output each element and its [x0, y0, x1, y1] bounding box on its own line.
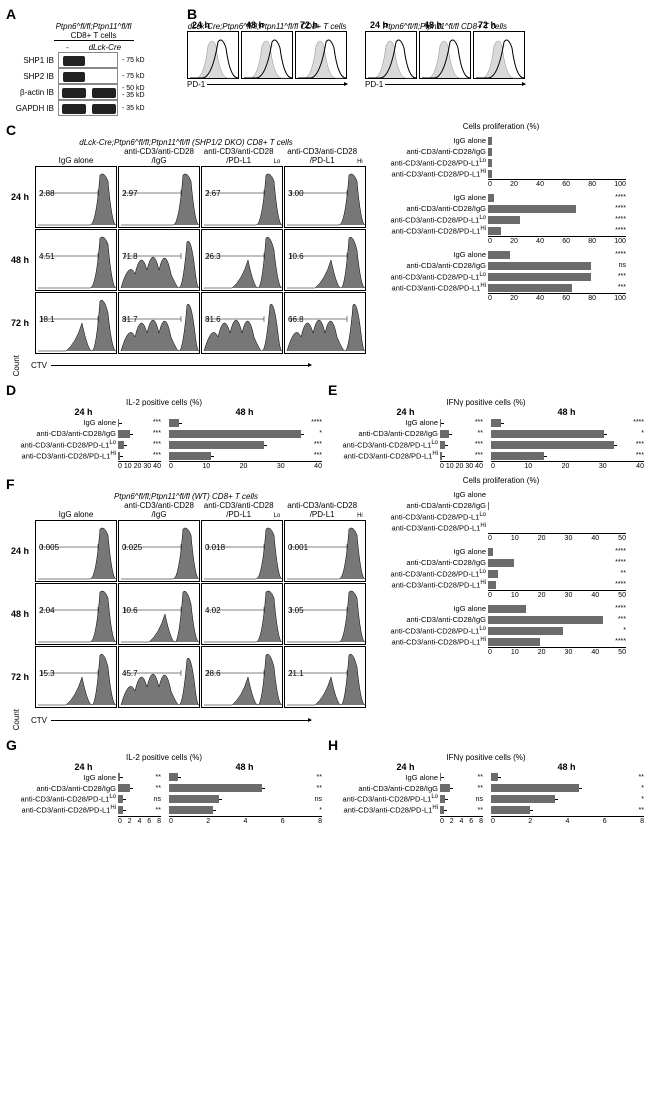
- flow-col-hdr: anti-CD3/anti-CD28/PD-L1Lo: [201, 147, 283, 165]
- bar-chart: IgG alone ****anti-CD3/anti-CD28/IgG nsa…: [376, 249, 626, 302]
- wb-rows: SHP1 IB- 75 kDSHP2 IB- 75 kDβ-actin IB- …: [6, 52, 181, 116]
- flow-cell: 66.8: [284, 292, 366, 354]
- flow-col-hdr: anti-CD3/anti-CD28/PD-L1Hi: [284, 147, 366, 165]
- histo-box: 48 h: [241, 31, 293, 79]
- panel-f: FPtpn6^fl/fl;Ptpn11^fl/fl (WT) CD8+ T ce…: [6, 476, 644, 730]
- flow-col-hdr: IgG alone: [35, 147, 117, 165]
- panel-a: A Ptpn6^fl/fl;Ptpn11^fl/fl CD8+ T cells …: [6, 6, 181, 116]
- flow-cell: 81.7: [118, 292, 200, 354]
- bar-chart: IgG alone ****anti-CD3/anti-CD28/IgG ***…: [376, 603, 626, 656]
- bar-chart: IgG alone ****anti-CD3/anti-CD28/IgG ***…: [376, 546, 626, 599]
- flow-row-hdr: 48 h: [6, 229, 34, 291]
- panel-c: CdLck-Cre;Ptpn6^fl/fl;Ptpn11^fl/fl (SHP1…: [6, 122, 644, 376]
- flow-cell: 0.005: [35, 520, 117, 582]
- bar-chart: IgG alone ****anti-CD3/anti-CD28/IgG ***…: [376, 192, 626, 245]
- flow-cell: 45.7: [118, 646, 200, 708]
- flow-cell: 2.97: [118, 166, 200, 228]
- flow-col-hdr: anti-CD3/anti-CD28/IgG: [118, 501, 200, 519]
- cyto-column: 48 h ** ** ns *02468: [167, 762, 322, 825]
- flow-cell: 2.04: [35, 583, 117, 645]
- flow-cell: 2.88: [35, 166, 117, 228]
- histo-set: dLck-Cre;Ptpn6^fl/fl;Ptpn11^fl/fl CD8+ T…: [187, 22, 347, 89]
- wb-celltype: CD8+ T cells: [54, 31, 134, 41]
- wb-row: GAPDH IB- 35 kD: [6, 100, 181, 116]
- flow-cell: 10.6: [284, 229, 366, 291]
- histo-box: 72 h: [295, 31, 347, 79]
- wb-row: SHP1 IB- 75 kD: [6, 52, 181, 68]
- flow-grid: IgG aloneanti-CD3/anti-CD28/IgGanti-CD3/…: [6, 501, 366, 708]
- figure: A Ptpn6^fl/fl;Ptpn11^fl/fl CD8+ T cells …: [0, 0, 650, 831]
- prolif-charts: Cells proliferation (%)IgG alone anti-CD…: [376, 476, 626, 656]
- flow-cell: 28.6: [201, 646, 283, 708]
- panel-a-label: A: [6, 6, 16, 22]
- flow-grid: IgG aloneanti-CD3/anti-CD28/IgGanti-CD3/…: [6, 147, 366, 354]
- flow-cell: 3.00: [284, 166, 366, 228]
- cyto-column: 24 hIgG alone **anti-CD3/anti-CD28/IgG *…: [328, 762, 483, 825]
- flow-cell: 3.05: [284, 583, 366, 645]
- wb-row: β-actin IB- 50 kD- 35 kD: [6, 84, 181, 100]
- histo-box: 24 h: [187, 31, 239, 79]
- cyto-column: 24 hIgG alone ***anti-CD3/anti-CD28/IgG …: [6, 407, 161, 470]
- bar-chart: IgG alone anti-CD3/anti-CD28/IgG anti-CD…: [376, 489, 626, 542]
- flow-cell: 4.51: [35, 229, 117, 291]
- flow-cell: 10.6: [118, 583, 200, 645]
- flow-cell: 26.3: [201, 229, 283, 291]
- flow-cell: 0.018: [201, 520, 283, 582]
- flow-cell: 0.025: [118, 520, 200, 582]
- flow-row-hdr: 24 h: [6, 520, 34, 582]
- flow-col-hdr: anti-CD3/anti-CD28/IgG: [118, 147, 200, 165]
- panel-e: EIFNγ positive cells (%)24 hIgG alone **…: [328, 382, 644, 470]
- histo-set: Ptpn6^fl/fl;Ptpn11^fl/fl CD8+ T cells24 …: [365, 22, 525, 89]
- flow-row-hdr: 72 h: [6, 646, 34, 708]
- flow-col-hdr: IgG alone: [35, 501, 117, 519]
- histo-box: 48 h: [419, 31, 471, 79]
- flow-col-hdr: anti-CD3/anti-CD28/PD-L1Lo: [201, 501, 283, 519]
- cyto-column: 24 hIgG alone ***anti-CD3/anti-CD28/IgG …: [328, 407, 483, 470]
- prolif-charts: Cells proliferation (%)IgG alone anti-CD…: [376, 122, 626, 302]
- cyto-column: 48 h **** * *** ***010203040: [167, 407, 322, 470]
- cyto-column: 48 h ** * * **02468: [489, 762, 644, 825]
- panel-g: GIL-2 positive cells (%)24 hIgG alone **…: [6, 737, 322, 825]
- flow-cell: 2.67: [201, 166, 283, 228]
- histo-box: 72 h: [473, 31, 525, 79]
- flow-cell: 81.6: [201, 292, 283, 354]
- flow-cell: 21.1: [284, 646, 366, 708]
- flow-col-hdr: anti-CD3/anti-CD28/PD-L1Hi: [284, 501, 366, 519]
- flow-row-hdr: 24 h: [6, 166, 34, 228]
- wb-row: SHP2 IB- 75 kD: [6, 68, 181, 84]
- flow-cell: 15.3: [35, 646, 117, 708]
- panel-h: HIFNγ positive cells (%)24 hIgG alone **…: [328, 737, 644, 825]
- panel-b: B dLck-Cre;Ptpn6^fl/fl;Ptpn11^fl/fl CD8+…: [187, 6, 644, 116]
- cyto-column: 24 hIgG alone **anti-CD3/anti-CD28/IgG *…: [6, 762, 161, 825]
- panel-d: DIL-2 positive cells (%)24 hIgG alone **…: [6, 382, 322, 470]
- flow-cell: 18.1: [35, 292, 117, 354]
- wb-genotype: Ptpn6^fl/fl;Ptpn11^fl/fl: [6, 22, 181, 31]
- flow-row-hdr: 48 h: [6, 583, 34, 645]
- wb-lane-headers: - dLck-Cre: [6, 43, 181, 52]
- flow-cell: 71.8: [118, 229, 200, 291]
- flow-cell: 4.02: [201, 583, 283, 645]
- cyto-column: 48 h **** * *** ***010203040: [489, 407, 644, 470]
- flow-row-hdr: 72 h: [6, 292, 34, 354]
- flow-cell: 0.001: [284, 520, 366, 582]
- histo-box: 24 h: [365, 31, 417, 79]
- bar-chart: IgG alone anti-CD3/anti-CD28/IgG anti-CD…: [376, 135, 626, 188]
